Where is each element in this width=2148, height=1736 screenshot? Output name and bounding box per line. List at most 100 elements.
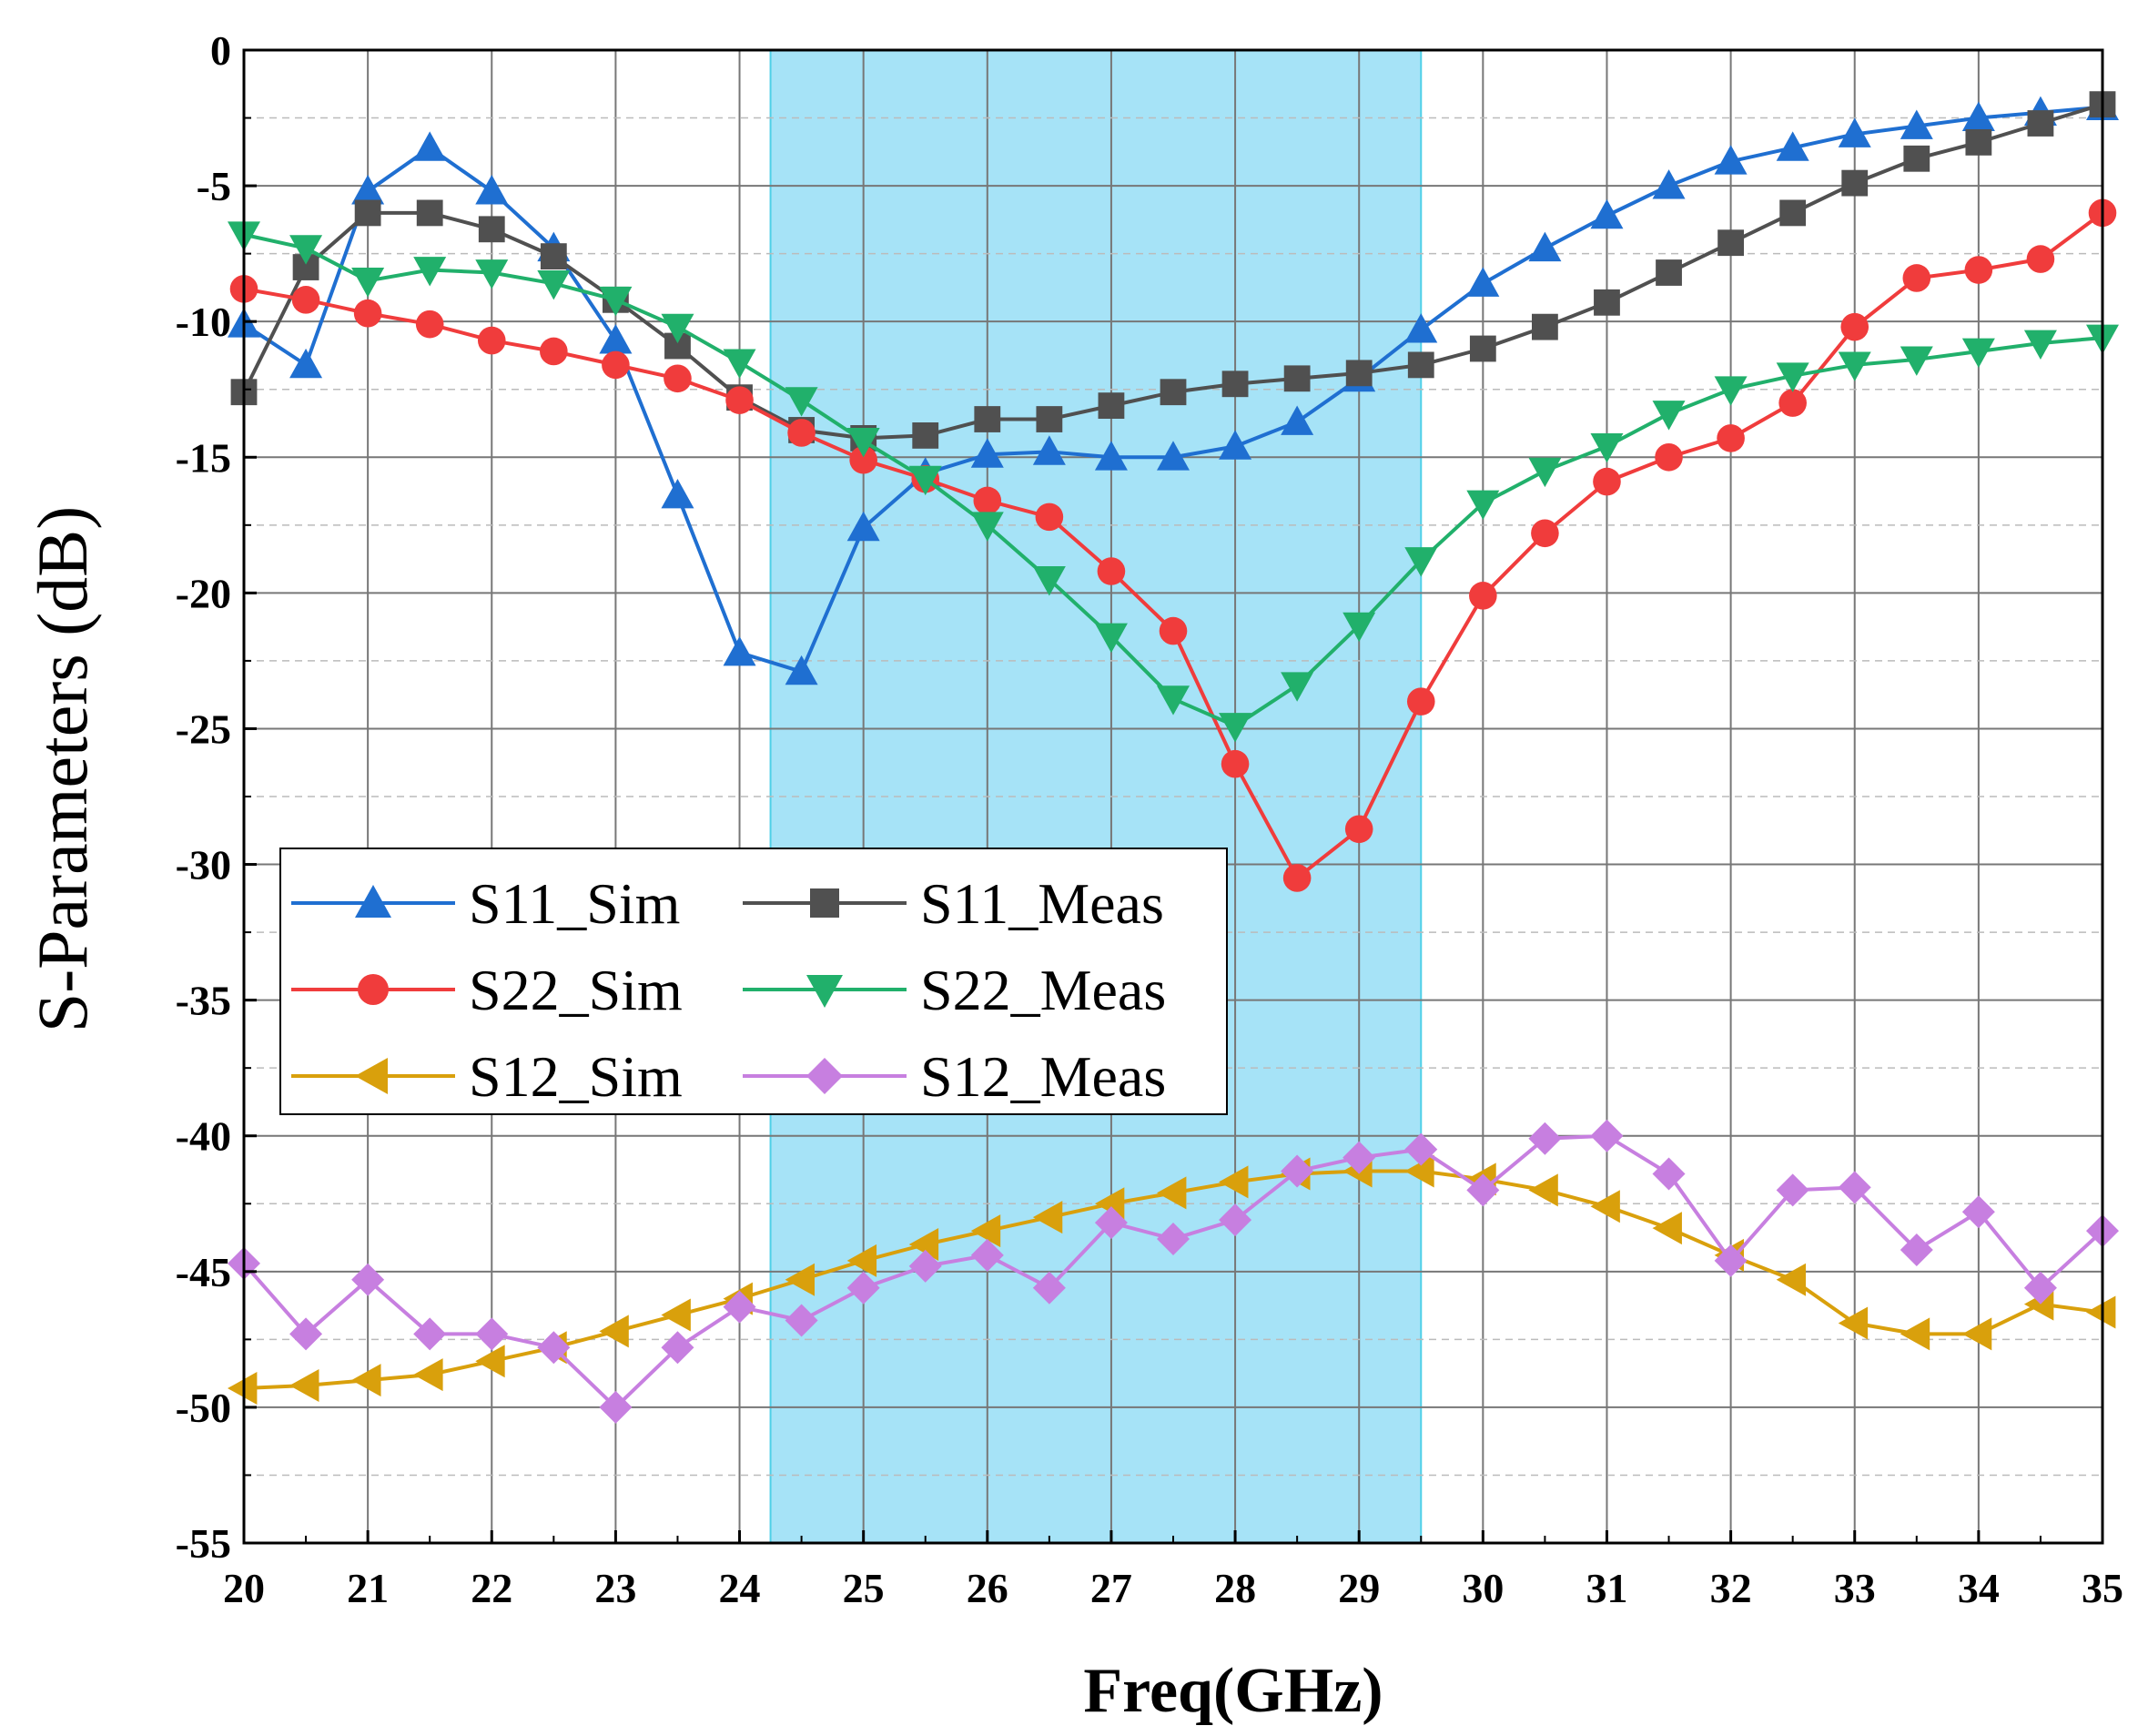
x-tick-label: 27 [1090, 1565, 1132, 1611]
data-point [1838, 1306, 1869, 1340]
data-point [1900, 109, 1933, 139]
y-tick-label: 0 [210, 27, 231, 74]
data-point [1036, 406, 1063, 432]
data-point [806, 1058, 843, 1094]
data-point [1652, 169, 1686, 199]
x-tick-label: 21 [347, 1565, 389, 1611]
data-point [1714, 376, 1748, 406]
data-point [1961, 338, 1995, 368]
data-point [1157, 685, 1190, 716]
data-point [1219, 430, 1252, 460]
data-point [1345, 360, 1373, 387]
series-layer [228, 90, 2119, 1424]
data-point [1964, 256, 1993, 284]
x-tick-label: 22 [471, 1565, 512, 1611]
data-point [477, 326, 506, 355]
data-point [1466, 1173, 1500, 1207]
data-point [785, 387, 818, 417]
data-point [599, 286, 633, 317]
data-point [849, 445, 877, 474]
x-axis-title: Freq(GHz) [1083, 1656, 1383, 1726]
legend-label: S22_Meas [920, 958, 1166, 1022]
data-point [1342, 1141, 1376, 1174]
data-point [1098, 392, 1125, 420]
data-point [475, 1317, 509, 1351]
series-s22-meas [228, 221, 2119, 743]
data-point [2027, 110, 2054, 137]
data-point [1281, 672, 1314, 702]
data-point [1776, 362, 1809, 392]
data-point [475, 259, 509, 289]
data-point [599, 1315, 629, 1348]
data-point [1590, 1190, 1620, 1223]
data-point [810, 888, 839, 918]
data-point [351, 1364, 381, 1397]
data-point [785, 1304, 818, 1337]
data-point [1838, 117, 1871, 147]
y-tick-label: -10 [176, 299, 231, 345]
data-point [1282, 864, 1312, 892]
legend-item-s22-sim: S22_Sim [291, 958, 683, 1022]
legend-item-s12-meas: S12_Meas [743, 1044, 1166, 1109]
data-point [355, 885, 391, 918]
data-point [1902, 264, 1931, 292]
data-point [1157, 1176, 1187, 1210]
data-point [1035, 503, 1064, 532]
data-point [1841, 169, 1869, 197]
data-point [1590, 1119, 1624, 1152]
data-point [664, 364, 692, 393]
data-point [1656, 259, 1682, 286]
data-point [1342, 612, 1376, 643]
data-point [1528, 1173, 1558, 1207]
data-point [416, 199, 443, 227]
data-point [973, 486, 1002, 515]
data-point [785, 1263, 815, 1296]
data-point [1157, 1223, 1190, 1256]
data-point [289, 1317, 323, 1351]
data-point [1590, 432, 1624, 463]
data-point [1157, 441, 1190, 471]
data-point [1528, 457, 1562, 488]
data-point [661, 1298, 691, 1332]
data-point [661, 313, 694, 344]
shaded-band-layer [769, 49, 1423, 1544]
data-point [1965, 128, 1992, 156]
data-point [228, 1372, 258, 1406]
data-point [1900, 346, 1933, 376]
data-point [723, 1290, 756, 1324]
data-point [1221, 749, 1250, 778]
series-s12-meas [228, 1119, 2119, 1424]
data-point [1469, 335, 1496, 362]
data-point [291, 286, 320, 314]
data-point [1469, 582, 1497, 610]
x-tick-label: 28 [1214, 1565, 1256, 1611]
y-tick-label: -5 [197, 163, 231, 209]
data-point [1961, 1195, 1995, 1229]
data-point [1717, 424, 1745, 452]
data-point [806, 975, 843, 1008]
data-point [1094, 1187, 1125, 1221]
data-point [540, 337, 568, 366]
y-tick-label: -55 [176, 1520, 231, 1567]
y-tick-label: -50 [176, 1385, 231, 1431]
data-point [289, 348, 323, 379]
data-point [1404, 1154, 1434, 1188]
shaded-frequency-band [769, 49, 1423, 1544]
legend-box [279, 848, 1228, 1115]
data-point [846, 427, 880, 458]
data-point [475, 175, 509, 205]
data-point [1094, 1206, 1128, 1240]
data-point [1594, 289, 1620, 316]
data-point [1344, 815, 1373, 844]
legend-label: S12_Meas [920, 1044, 1166, 1109]
data-point [289, 235, 323, 265]
data-point [1032, 1271, 1066, 1305]
y-tick-label: -45 [176, 1249, 231, 1295]
data-point [723, 635, 756, 666]
legend-label: S12_Sim [469, 1044, 683, 1109]
data-point [478, 216, 505, 243]
data-point [846, 1244, 877, 1277]
x-tick-label: 20 [223, 1565, 265, 1611]
data-point [1838, 351, 1871, 381]
